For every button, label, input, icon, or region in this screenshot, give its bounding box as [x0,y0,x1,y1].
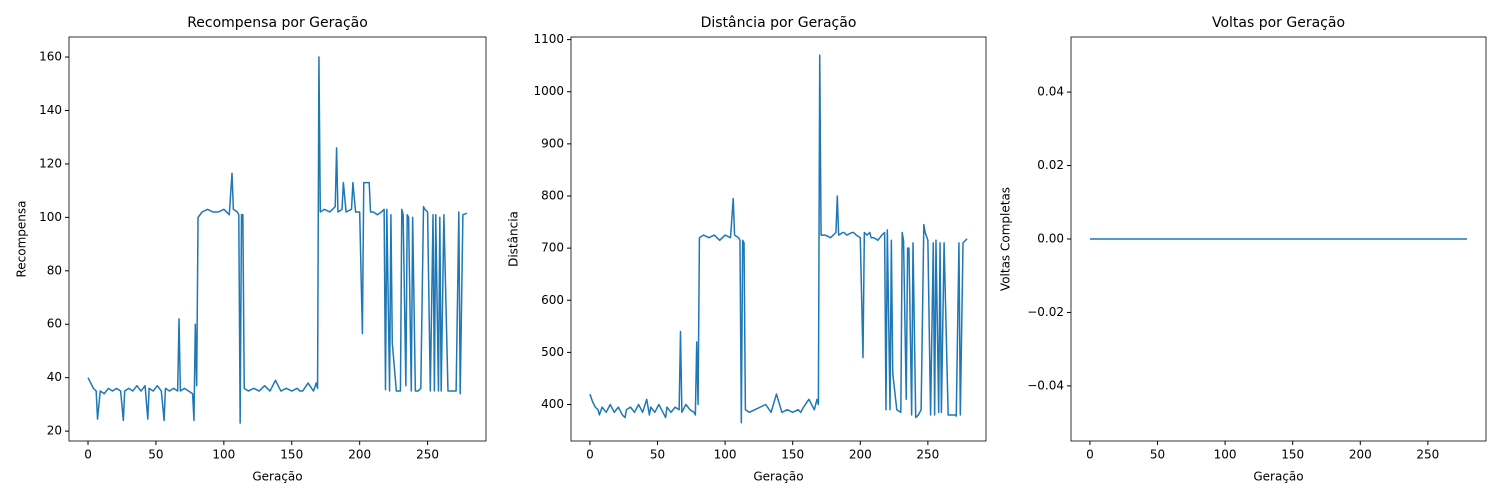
y-tick-label: 0.04 [1037,85,1064,99]
x-tick-label: 50 [1150,448,1165,462]
y-tick-label: 600 [541,293,564,307]
y-tick-label: 400 [541,397,564,411]
chart-title: Recompensa por Geração [187,15,368,31]
x-tick-label: 150 [1281,448,1304,462]
plot-frame [570,36,987,442]
data-line [87,56,468,424]
y-tick-label: 40 [47,370,62,384]
plot-frame [1070,36,1487,442]
x-axis-label: Geração [252,470,302,484]
x-tick-label: 150 [781,448,804,462]
x-axis-label: Geração [1253,470,1303,484]
y-tick-label: 500 [541,345,564,359]
y-tick-label: 120 [39,156,62,170]
y-axis-label: Distância [507,211,521,267]
x-tick-label: 200 [849,448,872,462]
y-tick-label: 100 [39,210,62,224]
x-tick-label: 100 [1214,448,1237,462]
y-tick-label: 140 [39,103,62,117]
chart-title: Voltas por Geração [1212,15,1345,31]
plot-frame [68,36,487,442]
x-tick-label: 200 [1349,448,1372,462]
x-tick-label: 250 [1416,448,1439,462]
y-axis-label: Voltas Completas [999,187,1013,291]
x-tick-label: 50 [650,448,665,462]
x-tick-label: 50 [148,448,163,462]
x-tick-label: 250 [416,448,439,462]
y-tick-label: −0.02 [1027,305,1064,319]
x-tick-label: 250 [916,448,939,462]
x-axis-label: Geração [753,470,803,484]
y-tick-label: 800 [541,188,564,202]
y-tick-label: −0.04 [1027,378,1064,392]
chart-title: Distância por Geração [701,15,857,31]
x-tick-label: 100 [714,448,737,462]
y-tick-label: 900 [541,136,564,150]
data-line [589,54,968,424]
y-tick-label: 60 [47,317,62,331]
x-tick-label: 0 [586,448,594,462]
y-tick-label: 0.02 [1037,158,1064,172]
x-tick-label: 0 [1086,448,1094,462]
x-tick-label: 200 [348,448,371,462]
y-tick-label: 1100 [533,32,564,46]
y-tick-label: 1000 [533,84,564,98]
x-tick-label: 0 [84,448,92,462]
y-tick-label: 80 [47,263,62,277]
y-tick-label: 700 [541,241,564,255]
y-tick-label: 160 [39,50,62,64]
x-tick-label: 100 [212,448,235,462]
x-tick-label: 150 [280,448,303,462]
y-tick-label: 0.00 [1037,232,1064,246]
y-axis-label: Recompensa [15,200,29,277]
y-tick-label: 20 [47,424,62,438]
